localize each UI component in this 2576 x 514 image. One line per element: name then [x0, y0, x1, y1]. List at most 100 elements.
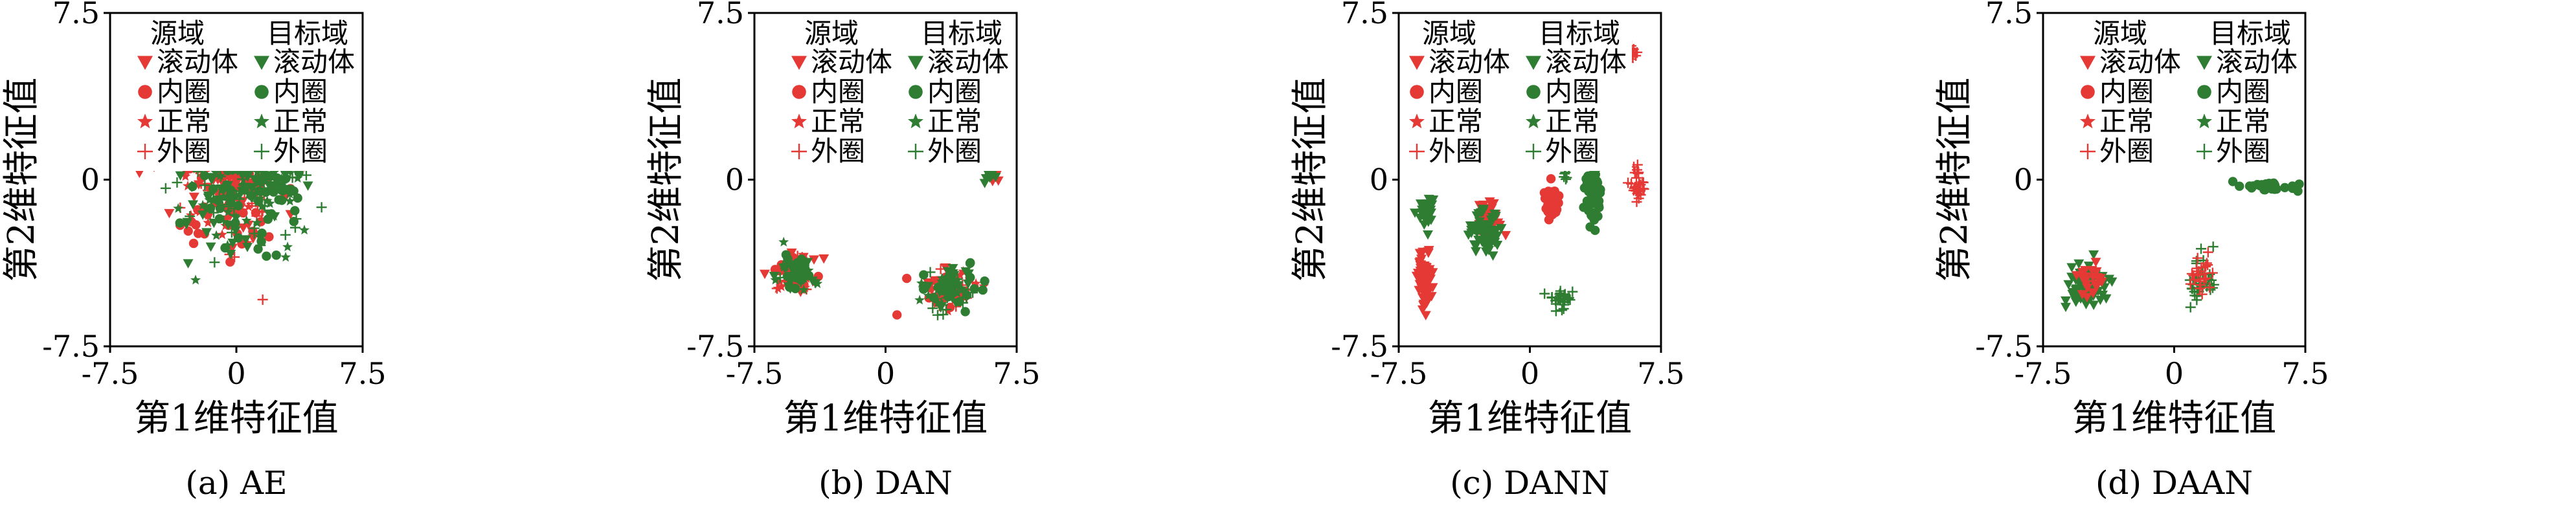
- data-point-target-plus: [235, 188, 246, 199]
- data-point-source-triangle: [1488, 199, 1499, 209]
- data-point-target-triangle: [2063, 280, 2074, 290]
- data-point-target-star: [778, 236, 789, 247]
- data-point-source-plus: [2207, 267, 2218, 278]
- data-point-target-triangle: [1471, 247, 1482, 257]
- data-point-target-triangle: [2097, 290, 2108, 300]
- data-point-target-triangle: [1487, 251, 1498, 261]
- legend-entry-label: 内圈: [273, 76, 328, 107]
- data-point-source-star: [180, 171, 191, 181]
- data-point-target-plus: [1557, 305, 1568, 316]
- legend-marker-target-star: [908, 113, 923, 129]
- data-point-source-star: [181, 166, 192, 176]
- data-point-target-star: [812, 278, 823, 289]
- data-point-source-triangle: [1420, 296, 1431, 306]
- data-point-target-triangle: [227, 238, 238, 249]
- data-point-target-circle: [214, 214, 225, 224]
- data-point-source-triangle: [819, 254, 830, 264]
- legend-entry-label: 外圈: [2216, 135, 2270, 167]
- data-point-target-triangle: [807, 276, 818, 286]
- legend-entry-label: 外圈: [2099, 135, 2154, 167]
- data-point-source-plus: [2197, 289, 2208, 300]
- data-point-source-plus: [1633, 193, 1644, 204]
- data-point-target-star: [292, 173, 303, 183]
- data-point-target-triangle: [780, 263, 791, 274]
- data-point-source-triangle: [1420, 311, 1431, 320]
- data-point-target-triangle: [1410, 208, 1421, 218]
- data-point-target-star: [299, 225, 310, 235]
- data-point-target-circle: [2228, 177, 2238, 186]
- data-point-target-plus: [936, 297, 947, 308]
- data-point-target-plus: [932, 309, 943, 320]
- y-tick-label: -7.5: [686, 329, 744, 364]
- data-point-target-triangle: [2088, 300, 2099, 310]
- data-point-target-circle: [205, 203, 216, 213]
- y-tick-label: 0: [2014, 162, 2033, 197]
- data-point-target-circle: [247, 191, 256, 201]
- data-point-source-plus: [2200, 273, 2211, 284]
- legend-marker-source-plus: [2080, 144, 2096, 159]
- data-point-target-triangle: [264, 209, 275, 219]
- legend-marker-target-plus: [1526, 144, 1541, 159]
- data-point-source-triangle: [1423, 245, 1434, 256]
- legend-entry-label: 滚动体: [273, 46, 355, 78]
- data-point-source-star: [971, 278, 982, 288]
- data-point-target-triangle: [785, 263, 797, 273]
- data-point-target-circle: [980, 276, 989, 286]
- data-point-source-star: [203, 217, 214, 227]
- legend-background: [2076, 17, 2303, 171]
- data-point-target-triangle: [1480, 234, 1491, 244]
- data-point-target-plus: [316, 202, 327, 213]
- data-point-target-triangle: [1477, 221, 1488, 231]
- data-point-source-triangle: [247, 234, 258, 244]
- legend-entry-label: 正常: [157, 106, 211, 137]
- legend-entry-label: 滚动体: [1545, 46, 1627, 78]
- data-point-source-plus: [2202, 260, 2213, 271]
- data-point-target-triangle: [1417, 208, 1428, 219]
- legend-marker-source-star: [791, 113, 807, 129]
- data-point-target-triangle: [247, 184, 258, 194]
- data-point-target-plus: [229, 203, 240, 214]
- data-point-target-triangle: [1485, 227, 1496, 237]
- data-point-target-triangle: [1476, 228, 1487, 238]
- legend-marker-source-triangle: [1409, 56, 1425, 70]
- data-point-source-triangle: [808, 255, 819, 265]
- data-point-target-star: [231, 212, 242, 222]
- data-point-source-triangle: [1426, 292, 1437, 302]
- data-point-target-plus: [1567, 286, 1578, 297]
- data-point-target-star: [923, 290, 934, 300]
- data-point-target-star: [280, 252, 291, 262]
- y-tick-label: -7.5: [1975, 329, 2033, 364]
- data-point-target-triangle: [963, 269, 974, 279]
- data-point-source-star: [242, 237, 253, 248]
- data-point-source-star: [955, 269, 966, 280]
- legend-header: 目标域: [1539, 17, 1620, 49]
- x-tick-label: 0: [227, 356, 245, 391]
- data-point-target-plus: [291, 214, 302, 225]
- legend-entry-label: 内圈: [1545, 76, 1599, 107]
- x-tick-label: 7.5: [993, 356, 1040, 391]
- data-point-target-triangle: [254, 196, 265, 206]
- data-point-target-circle: [1592, 178, 1603, 188]
- y-tick-label: 7.5: [52, 0, 100, 30]
- legend-header: 源域: [804, 17, 859, 49]
- data-point-target-star: [261, 167, 272, 177]
- data-point-target-triangle: [951, 278, 962, 287]
- data-point-source-plus: [2191, 263, 2202, 274]
- data-point-target-triangle: [242, 243, 253, 252]
- legend-marker-target-circle: [2197, 85, 2211, 99]
- legend-marker-target-plus: [2197, 144, 2212, 159]
- y-tick-label: -7.5: [42, 329, 100, 364]
- y-axis-label: 第2维特征值: [1934, 78, 1976, 282]
- data-point-target-circle: [800, 263, 809, 273]
- legend-header: 目标域: [267, 17, 348, 49]
- legend-entry-label: 正常: [1545, 106, 1599, 137]
- data-point-target-circle: [271, 251, 281, 260]
- legend-marker-source-star: [2080, 113, 2096, 129]
- data-point-target-plus: [223, 199, 234, 210]
- data-point-target-triangle: [943, 267, 954, 277]
- data-point-target-circle: [1583, 171, 1593, 181]
- data-point-target-triangle: [942, 289, 953, 299]
- data-point-target-star: [284, 196, 295, 206]
- legend-entry-label: 正常: [2099, 106, 2154, 137]
